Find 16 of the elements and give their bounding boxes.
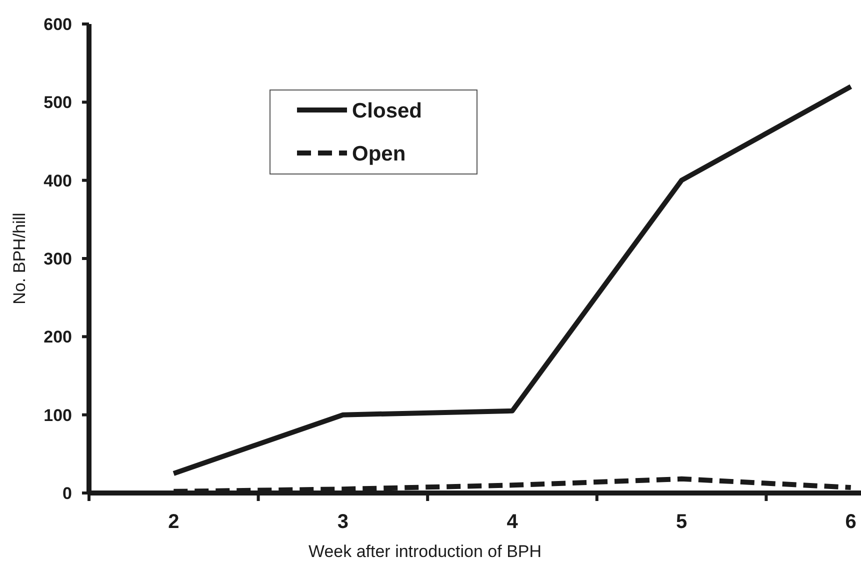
x-tick-label: 4: [506, 511, 519, 533]
x-tick-label: 2: [168, 511, 180, 533]
x-axis-title: Week after introduction of BPH: [308, 542, 542, 561]
legend-label: Open: [352, 142, 406, 166]
y-tick-label: 600: [44, 14, 72, 34]
x-tick-label: 6: [845, 511, 856, 533]
y-tick-label: 500: [44, 93, 72, 112]
y-tick-label: 300: [44, 249, 72, 268]
y-tick-label: 400: [44, 171, 72, 190]
y-tick-label: 0: [62, 484, 72, 503]
y-axis-title: No. BPH/hill: [10, 212, 29, 304]
legend-label: Closed: [352, 99, 422, 122]
y-tick-label: 100: [44, 406, 72, 425]
x-tick-label: 3: [337, 511, 349, 533]
y-tick-label: 200: [44, 328, 72, 347]
x-tick-label: 5: [676, 511, 688, 533]
